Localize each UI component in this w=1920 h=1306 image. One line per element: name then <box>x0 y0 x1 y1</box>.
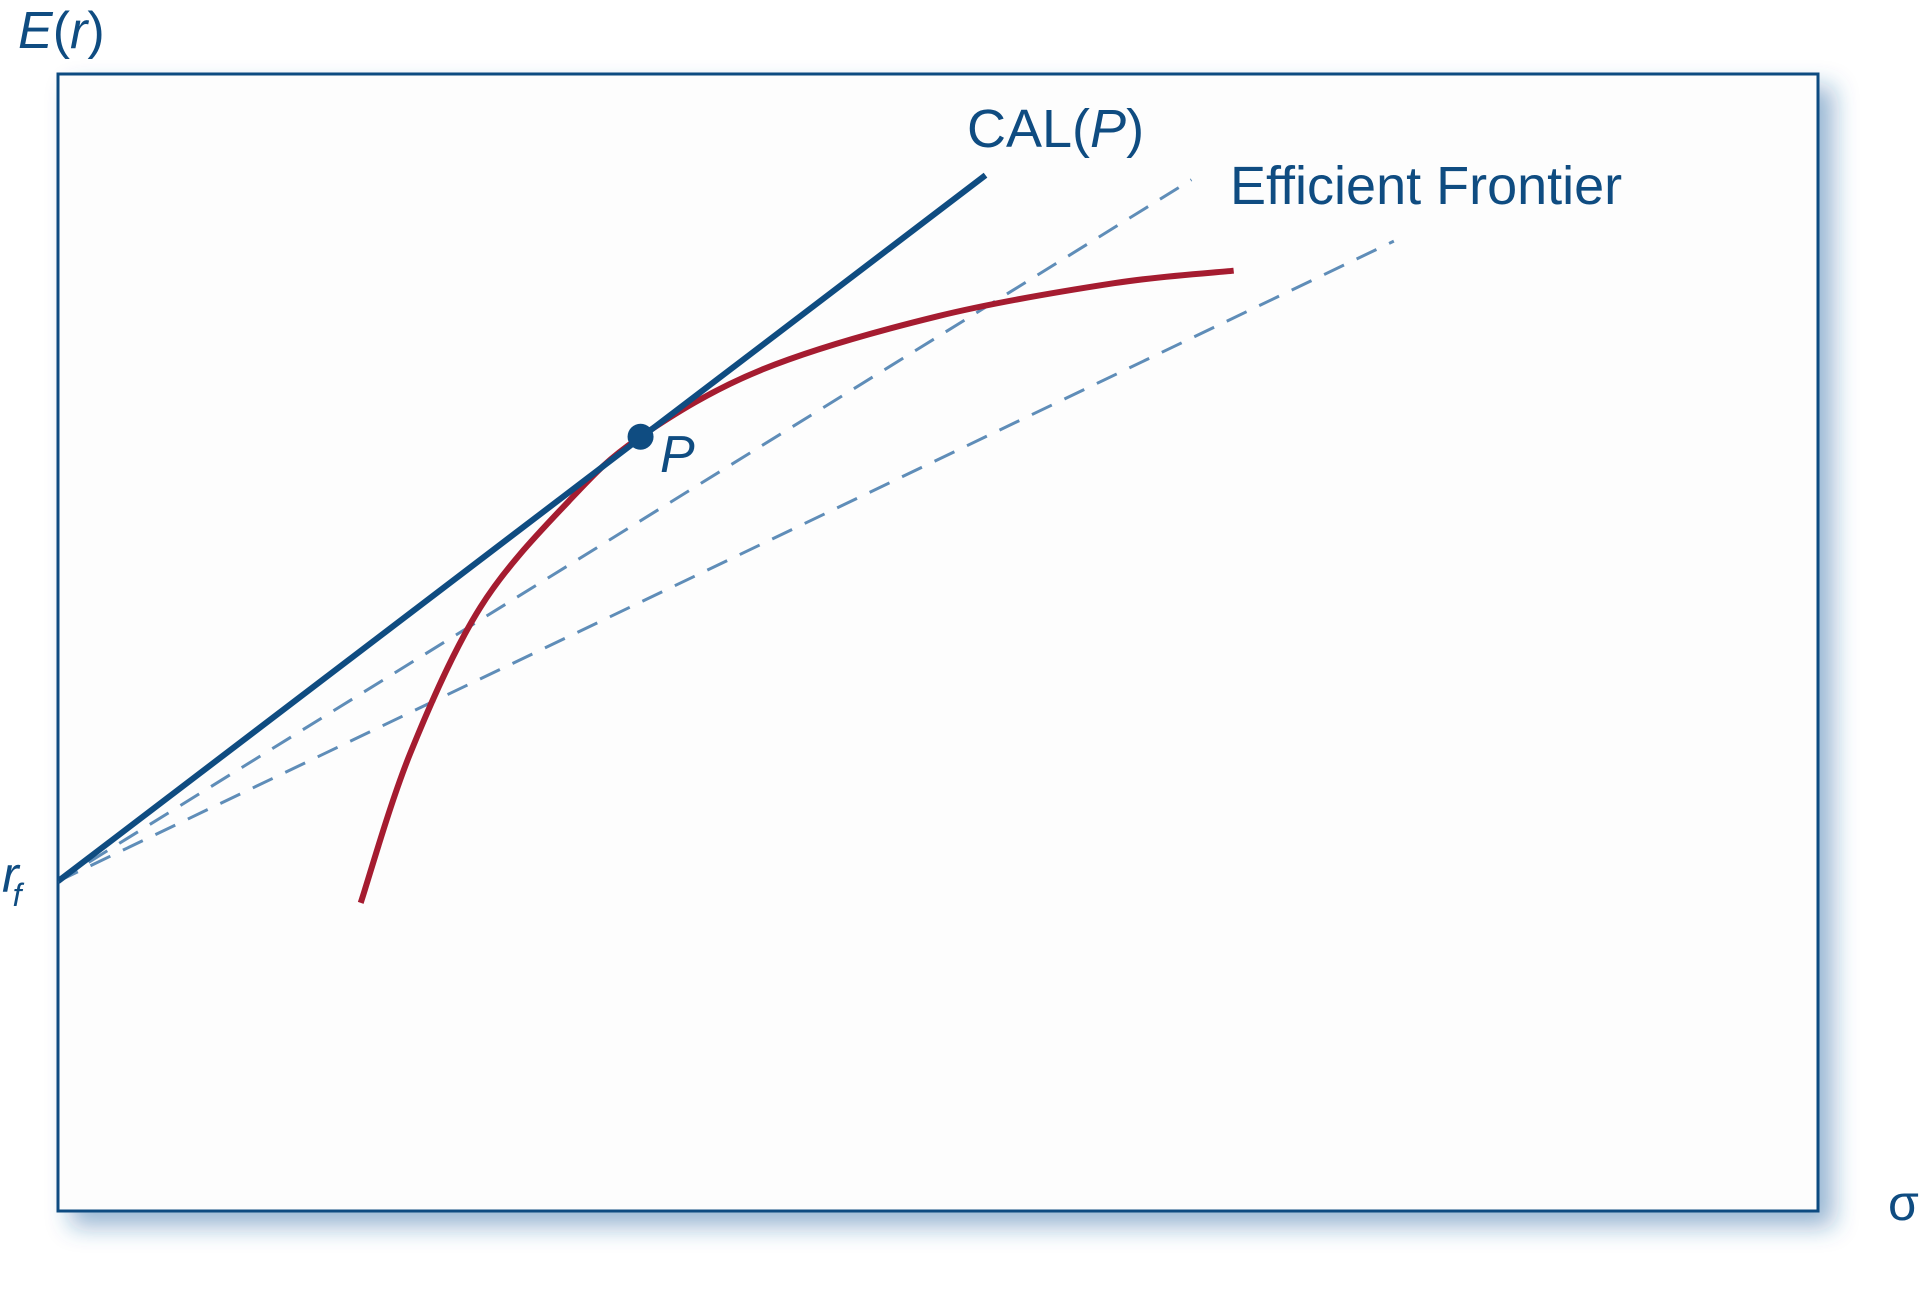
dashed-cal-line-2 <box>58 178 1193 883</box>
x-axis-label: σ <box>1888 1175 1919 1231</box>
frontier-label: Efficient Frontier <box>1230 156 1622 216</box>
plot-frame <box>56 72 1820 1213</box>
point-p <box>627 423 654 450</box>
dashed-cal-line-3 <box>58 239 1395 883</box>
cal-line <box>58 172 988 884</box>
point-layer <box>627 423 654 450</box>
cal-label: CAL(P) <box>967 99 1144 159</box>
y-axis-label: E(r) <box>18 2 105 60</box>
rf-label: rf <box>2 847 25 913</box>
point-p-label: P <box>660 426 695 484</box>
